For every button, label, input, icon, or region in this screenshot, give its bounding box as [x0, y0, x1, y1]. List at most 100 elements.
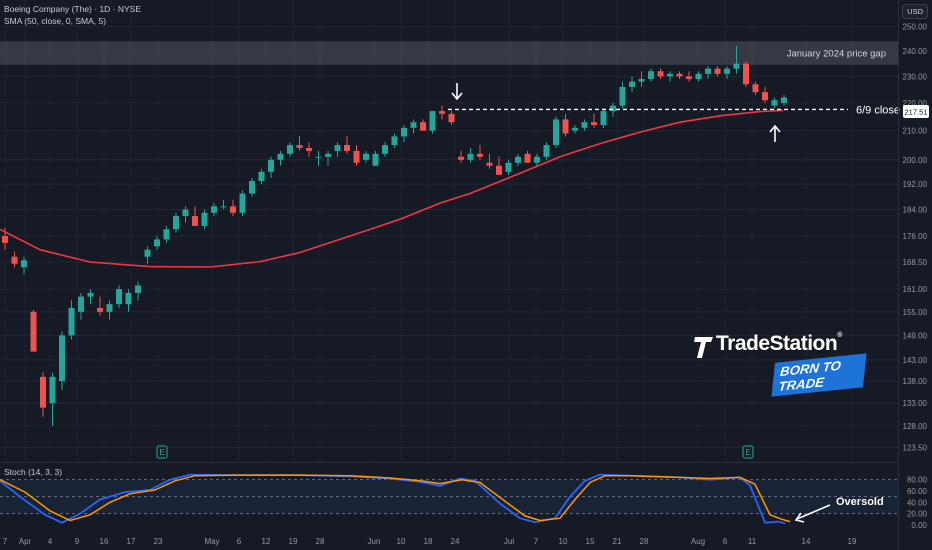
candle	[420, 119, 426, 131]
candle	[686, 71, 692, 82]
candle-body	[334, 145, 341, 151]
candle-body	[325, 153, 331, 157]
candle-body	[258, 171, 265, 182]
candle-body	[638, 78, 645, 82]
candle	[334, 142, 341, 157]
price-tick-label: 128.00	[903, 422, 928, 431]
sma-legend[interactable]: SMA (50, close, 0, SMA, 5)	[4, 16, 107, 26]
stoch-legend[interactable]: Stoch (14, 3, 3)	[4, 467, 63, 477]
candle-body	[363, 153, 369, 160]
oscillator-axis[interactable]: 80.00 60.00 40.00 20.00 0.00	[907, 476, 928, 530]
candle	[68, 300, 75, 340]
date-tick-label: 10	[559, 537, 568, 546]
price-tick-label: 149.00	[903, 331, 928, 340]
candle	[325, 150, 331, 166]
candle-body	[59, 335, 65, 382]
candle-body	[771, 100, 778, 106]
date-tick-label: Jun	[368, 537, 381, 546]
candle	[182, 206, 189, 223]
candle	[239, 190, 246, 217]
candle	[78, 292, 84, 320]
candle	[524, 150, 531, 163]
price-tick-label: 200.00	[903, 156, 928, 165]
candle	[277, 150, 284, 166]
currency-selector[interactable]: USD	[902, 4, 928, 19]
candle-body	[448, 113, 455, 123]
candle	[211, 203, 217, 217]
candle	[619, 81, 626, 109]
date-axis[interactable]: 7 Apr 4 9 16 17 23 May 6 12 19 28 Jun 10 18 24 Jul 7 10 15 2…	[3, 537, 857, 546]
candle	[429, 111, 436, 134]
candle-body	[600, 111, 607, 126]
candle	[562, 113, 569, 137]
price-tick-label: 192.00	[903, 180, 928, 189]
candle-body	[135, 285, 141, 293]
candle-body	[11, 256, 18, 264]
candle-body	[676, 73, 683, 77]
candle-body	[296, 145, 303, 148]
candle-body	[467, 153, 474, 160]
stoch-d-line	[0, 474, 791, 523]
symbol-legend[interactable]: Boeing Company (The) · 1D · NYSE	[4, 4, 141, 14]
date-tick-label: 28	[640, 537, 649, 546]
date-tick-label: 10	[397, 537, 406, 546]
candle-body	[268, 159, 274, 172]
candle	[467, 147, 474, 163]
candle	[543, 142, 550, 160]
date-tick-label: 6	[723, 537, 728, 546]
candle	[705, 66, 711, 79]
candle	[676, 71, 683, 79]
candle-body	[21, 260, 27, 268]
tradestation-logo-icon	[694, 337, 713, 358]
svg-text:217.51: 217.51	[905, 108, 928, 117]
candle-body	[249, 181, 255, 194]
candle-body	[667, 73, 673, 77]
candle-body	[743, 63, 749, 85]
candle	[21, 256, 27, 275]
grid	[0, 0, 898, 462]
candle-body	[543, 145, 550, 157]
candle-body	[619, 86, 626, 106]
candlestick-series	[2, 46, 787, 426]
candle-body	[230, 206, 236, 213]
candle-body	[163, 229, 170, 240]
current-price-badge: 217.51	[903, 105, 929, 118]
candle-body	[106, 304, 113, 312]
candle-body	[505, 162, 512, 172]
candle-body	[144, 249, 151, 257]
price-axis[interactable]: 250.00 240.00 230.00 220.00 210.00 200.00 192.…	[903, 23, 928, 453]
date-tick-label: 19	[848, 537, 857, 546]
price-tick-label: 168.50	[903, 258, 928, 267]
candle-body	[477, 153, 483, 157]
candle-body	[562, 119, 569, 134]
candle-body	[40, 376, 46, 408]
candle	[486, 153, 493, 169]
date-tick-label: Apr	[19, 537, 32, 546]
date-tick-label: 12	[262, 537, 271, 546]
close-reference-label: 6/9 close	[856, 104, 900, 116]
date-tick-label: 24	[451, 537, 460, 546]
candle	[534, 153, 540, 166]
candle	[11, 251, 18, 268]
price-tick-label: 133.00	[903, 399, 928, 408]
candle	[268, 156, 274, 178]
sma-50-line	[0, 109, 784, 268]
candle	[249, 177, 255, 197]
svg-text:E: E	[745, 448, 750, 457]
date-tick-label: Jul	[504, 537, 514, 546]
candle	[125, 289, 132, 312]
candle-body	[581, 122, 588, 128]
candle	[135, 281, 141, 301]
candle	[391, 133, 398, 148]
candle	[771, 97, 778, 109]
date-tick-label: 16	[100, 537, 109, 546]
candle	[144, 246, 151, 264]
candle	[363, 150, 369, 163]
earnings-marker: E	[156, 445, 168, 459]
logo-wordmark: TradeStation®	[716, 332, 842, 355]
date-tick-label: Aug	[691, 537, 705, 546]
candle-body	[762, 92, 768, 101]
candle	[667, 71, 673, 82]
